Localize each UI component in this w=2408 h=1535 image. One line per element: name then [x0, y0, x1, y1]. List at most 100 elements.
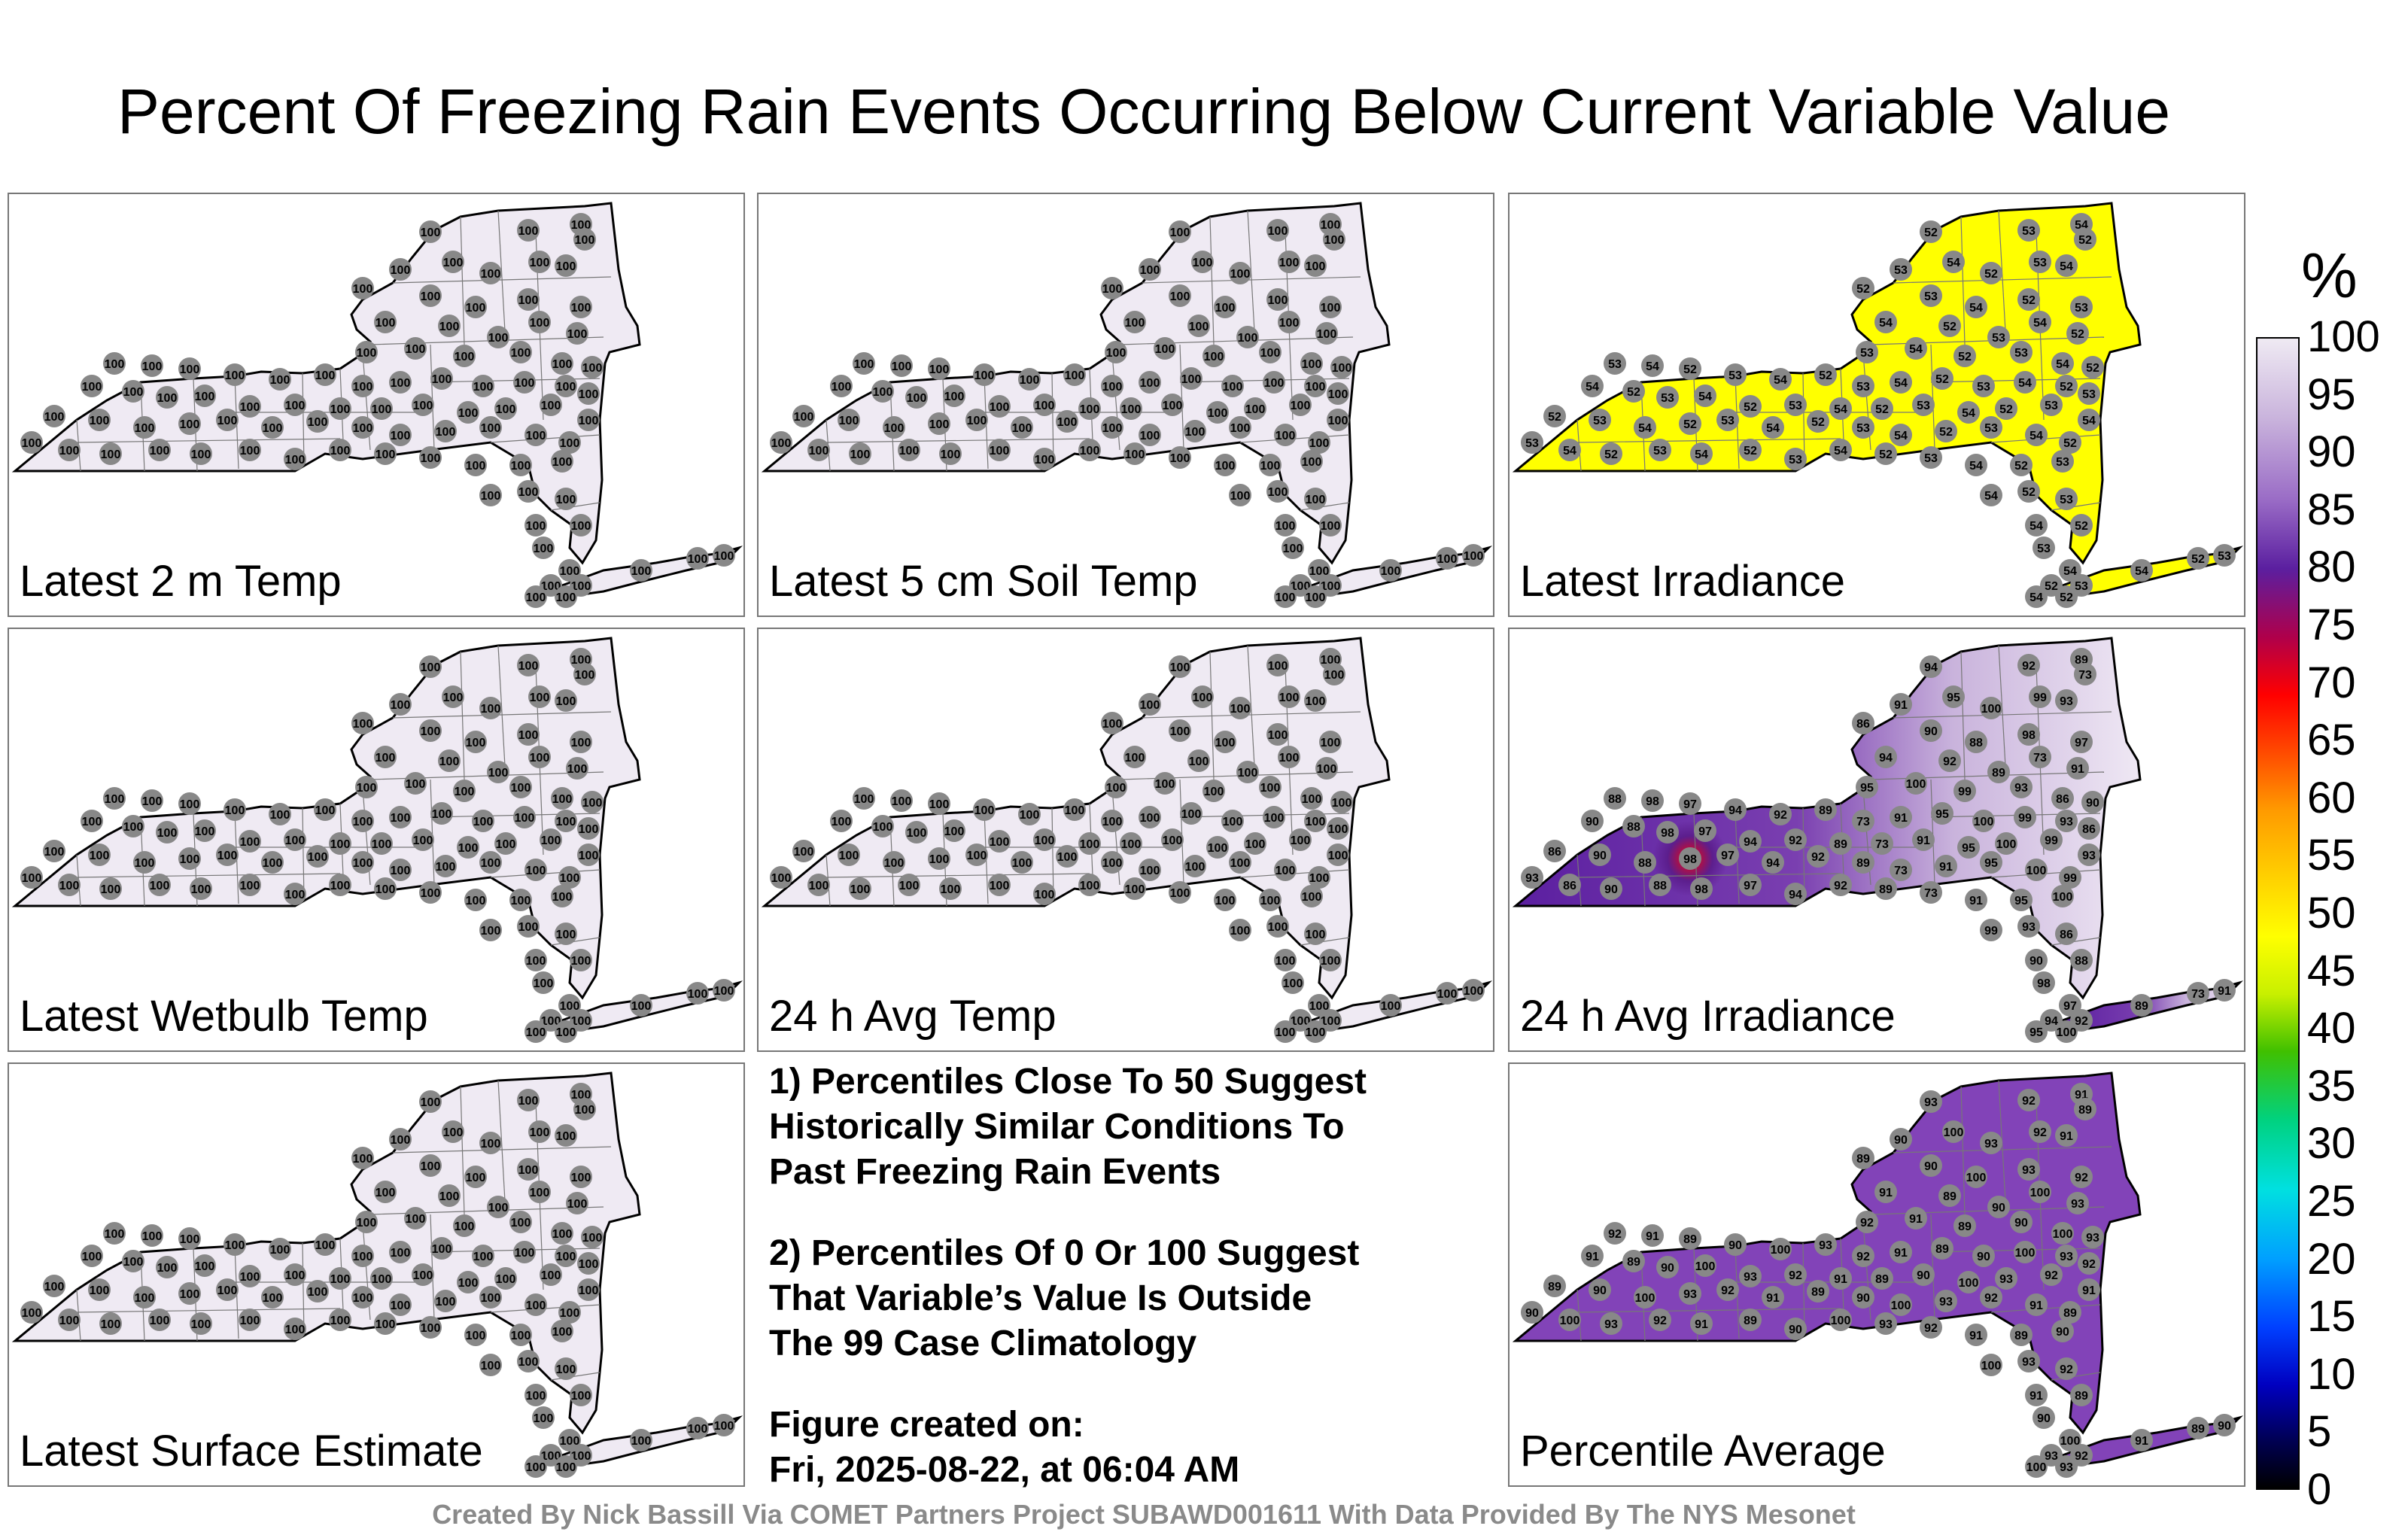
station-value: 93	[1744, 1271, 1757, 1284]
station-value: 100	[180, 418, 200, 431]
station-value: 91	[1939, 861, 1953, 874]
station-marker: 100	[792, 405, 815, 427]
station-marker: 100	[88, 843, 111, 866]
station-value: 93	[2022, 1164, 2036, 1177]
station-marker: 100	[890, 789, 913, 812]
station-value: 95	[1947, 692, 1960, 704]
station-marker: 100	[193, 819, 216, 842]
station-value: 100	[1283, 543, 1303, 555]
station-marker: 97	[1694, 819, 1716, 842]
station-marker: 100	[1972, 810, 1995, 832]
station-value: 93	[2045, 1450, 2058, 1463]
station-marker: 92	[1649, 1309, 1671, 1331]
station-marker: 100	[374, 442, 397, 465]
station-value: 90	[2056, 1326, 2069, 1339]
station-marker: 100	[306, 845, 329, 868]
station-value: 100	[375, 752, 396, 764]
station-marker: 100	[524, 514, 547, 536]
station-marker: 100	[1139, 371, 1161, 394]
station-marker: 89	[2070, 1384, 2093, 1406]
station-marker: 100	[389, 859, 412, 881]
station-value: 91	[1917, 834, 1930, 847]
station-value: 89	[1683, 1233, 1697, 1246]
station-marker: 100	[88, 409, 111, 431]
station-marker: 100	[513, 371, 536, 394]
station-marker: 100	[555, 1455, 577, 1478]
station-value: 54	[2029, 591, 2043, 604]
station-marker: 100	[479, 851, 502, 874]
station-value: 100	[1317, 328, 1337, 341]
station-value: 89	[1548, 1281, 1561, 1293]
station-value: 90	[1586, 816, 1599, 828]
station-marker: 100	[306, 1280, 329, 1302]
station-value: 89	[1879, 883, 1893, 896]
station-value: 100	[771, 437, 792, 450]
station-marker: 100	[314, 363, 336, 386]
station-marker: 100	[1229, 919, 1251, 941]
station-value: 100	[1324, 234, 1345, 247]
station-marker: 91	[2055, 1124, 2078, 1147]
station-value: 100	[1035, 400, 1055, 412]
station-marker: 52	[1622, 380, 1645, 403]
station-value: 73	[1856, 816, 1870, 828]
station-value: 100	[560, 872, 580, 885]
station-value: 100	[59, 445, 80, 457]
station-marker: 100	[890, 354, 913, 377]
station-marker: 100	[487, 761, 509, 783]
station-marker: 100	[133, 851, 156, 874]
station-marker: 100	[1120, 832, 1142, 855]
station-value: 91	[2135, 1435, 2148, 1448]
colorbar-tick: 90	[2307, 427, 2356, 477]
station-value: 100	[575, 669, 595, 682]
station-marker: 53	[1589, 409, 1611, 431]
station-value: 100	[315, 1239, 336, 1252]
station-value: 91	[2218, 985, 2231, 998]
station-marker: 93	[2055, 1245, 2078, 1267]
station-value: 100	[526, 865, 546, 877]
station-marker: 100	[178, 847, 201, 870]
station-value: 54	[1947, 257, 1960, 269]
station-marker: 73	[2074, 663, 2096, 685]
station-value: 100	[1012, 857, 1032, 870]
colorbar-tick: 10	[2307, 1349, 2356, 1399]
station-value: 100	[552, 358, 573, 371]
station-value: 54	[1894, 430, 1908, 442]
station-marker: 100	[190, 442, 212, 465]
station-marker: 52	[1543, 405, 1566, 427]
station-value: 100	[1140, 430, 1160, 442]
station-marker: 100	[509, 341, 532, 363]
station-marker: 86	[2078, 817, 2100, 840]
station-value: 98	[1661, 827, 1674, 840]
station-marker: 100	[566, 322, 588, 345]
station-marker: 100	[1942, 1120, 1965, 1143]
station-marker: 52	[2010, 454, 2033, 476]
station-value: 100	[101, 448, 121, 461]
station-marker: 100	[1033, 828, 1056, 851]
station-value: 100	[941, 883, 961, 896]
station-value: 100	[1635, 1292, 1655, 1305]
station-value: 100	[1771, 1244, 1791, 1257]
station-marker: 100	[284, 828, 306, 851]
station-marker: 100	[1180, 802, 1202, 825]
station-marker: 100	[1078, 832, 1101, 855]
station-value: 90	[1593, 850, 1607, 862]
station-value: 93	[2086, 1232, 2099, 1245]
station-value: 100	[873, 821, 893, 834]
station-value: 100	[225, 369, 245, 382]
station-marker: 91	[2130, 1429, 2153, 1451]
station-value: 92	[2022, 660, 2036, 673]
station-value: 100	[526, 591, 546, 604]
station-value: 100	[854, 358, 874, 371]
station-marker: 52	[2074, 228, 2096, 251]
station-value: 100	[1102, 381, 1123, 394]
station-value: 52	[1744, 445, 1757, 457]
station-value: 100	[1260, 347, 1281, 360]
station-value: 100	[1170, 226, 1190, 239]
station-marker: 100	[1300, 352, 1323, 375]
station-marker: 100	[1011, 851, 1033, 874]
station-value: 52	[1984, 268, 1998, 281]
station-value: 93	[1939, 1296, 1953, 1309]
station-value: 100	[2053, 1228, 2073, 1241]
station-value: 89	[2063, 1307, 2077, 1320]
